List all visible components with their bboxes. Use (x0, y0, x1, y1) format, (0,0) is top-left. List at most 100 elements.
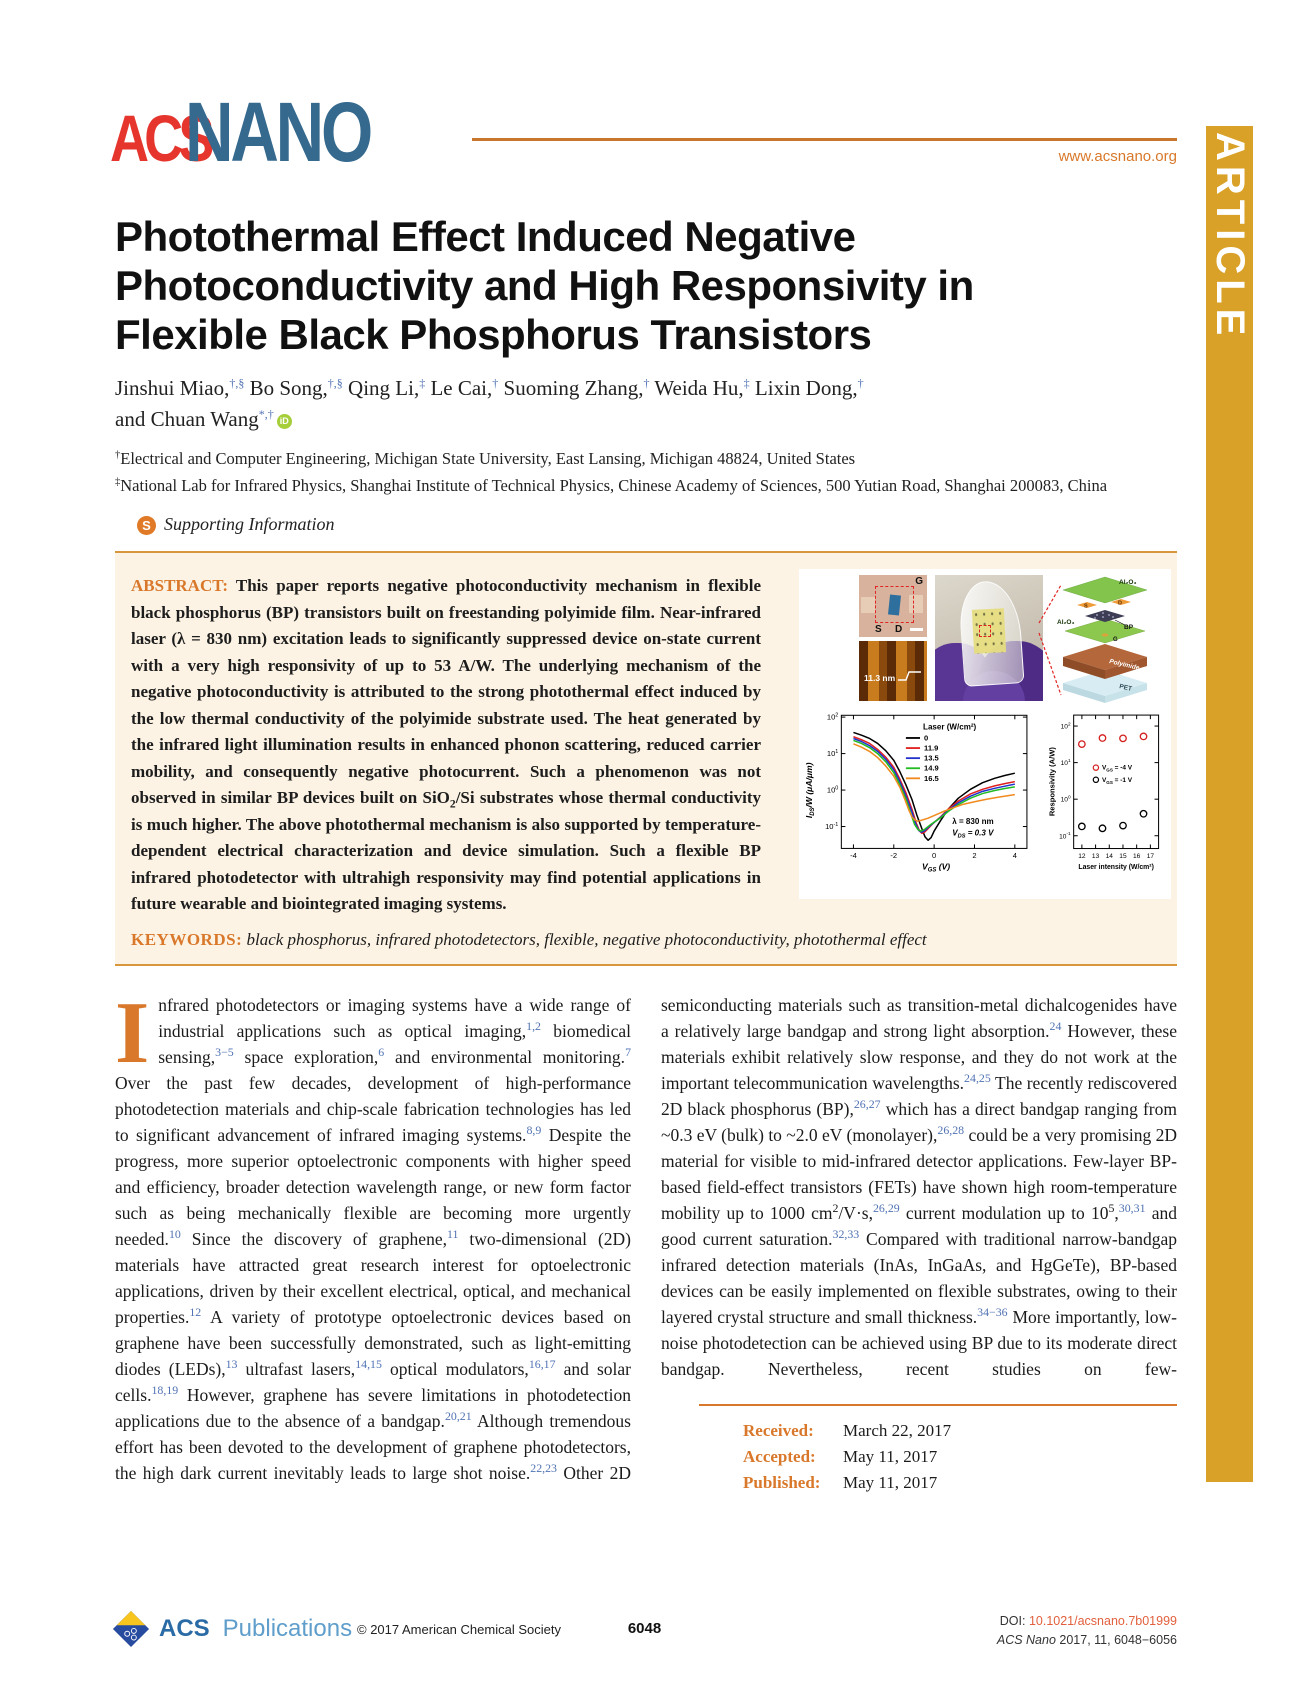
svg-text:14.9: 14.9 (924, 764, 939, 773)
drop-cap: I (115, 984, 150, 1082)
svg-text:Laser (W/cm²): Laser (W/cm²) (923, 722, 977, 731)
intro-column-2: semiconducting materials such as transit… (661, 992, 1177, 1497)
device-micrograph-image: G S D (859, 575, 927, 638)
supporting-information-link[interactable]: S Supporting Information (115, 514, 1177, 536)
author-list-line1: Jinshui Miao,†,§ Bo Song,†,§ Qing Li,‡ L… (115, 373, 1177, 403)
flexible-device-photo (935, 575, 1043, 702)
reference-link[interactable]: 13 (225, 1356, 238, 1371)
reference-link[interactable]: 30,31 (1118, 1200, 1146, 1215)
reference-link[interactable]: 18,19 (151, 1382, 179, 1397)
article-banner-label: ARTICLE (1208, 132, 1252, 341)
reference-link[interactable]: 26,29 (872, 1200, 900, 1215)
author-affiliation-marker: † (857, 376, 864, 391)
affiliation-item: †Electrical and Computer Engineering, Mi… (115, 449, 856, 469)
acs-publications-logo: ACS Publications (112, 1610, 352, 1648)
author-affiliation-marker: ‡ (743, 376, 750, 391)
doi-link[interactable]: 10.1021/acsnano.7b01999 (1028, 1614, 1177, 1628)
svg-text:15: 15 (1119, 853, 1127, 860)
date-label: Received: (743, 1420, 814, 1440)
reference-link[interactable]: 10 (168, 1226, 181, 1241)
reference-link[interactable]: 1,2 (526, 1018, 541, 1033)
reference-link[interactable]: 32,33 (832, 1226, 860, 1241)
reference-link[interactable]: 16,17 (528, 1356, 556, 1371)
footer-brand-acs: ACS (159, 1615, 210, 1642)
svg-text:13.5: 13.5 (924, 754, 939, 763)
abstract-body: This paper reports negative photoconduct… (131, 576, 761, 914)
drain-label: D (1118, 601, 1122, 607)
acs-nano-logo: ACSNANO (110, 84, 417, 181)
author-name: Lixin Dong, (749, 376, 858, 401)
reference-link[interactable]: 11 (446, 1226, 459, 1241)
top-oxide-label: Al₂O₃ (1119, 579, 1136, 586)
reference-link[interactable]: 7 (625, 1044, 632, 1059)
channel-label: BP (1124, 624, 1134, 631)
author-name: Bo Song, (244, 376, 328, 401)
keywords-heading: KEYWORDS: (131, 929, 243, 949)
svg-text:17: 17 (1147, 853, 1155, 860)
svg-text:VGS = -4 V: VGS = -4 V (1102, 765, 1133, 773)
bottom-oxide-label: Al₂O₃ (1057, 619, 1074, 626)
zoom-region-box (979, 625, 991, 638)
reference-link[interactable]: 12 (189, 1304, 202, 1319)
page-title: Photothermal Effect Induced Negative Pho… (115, 212, 1177, 359)
acs-logo-text: ACS (110, 101, 214, 175)
svg-text:0: 0 (924, 734, 928, 743)
svg-text:-4: -4 (850, 851, 857, 860)
journal-website-link[interactable]: www.acsnano.org (1058, 148, 1177, 165)
svg-text:10-1: 10-1 (825, 822, 838, 831)
abstract-text: ABSTRACT: This paper reports negative ph… (131, 573, 761, 918)
svg-text:λ = 830 nm: λ = 830 nm (952, 817, 993, 826)
reference-link[interactable]: 6 (378, 1044, 385, 1059)
abstract-heading: ABSTRACT: (131, 576, 228, 596)
supporting-information-icon: S (137, 516, 156, 536)
date-value: May 11, 2017 (843, 1473, 938, 1493)
svg-text:4: 4 (1013, 851, 1017, 860)
author-name: Suoming Zhang, (498, 376, 644, 401)
date-value: March 22, 2017 (843, 1420, 952, 1440)
gate-label: G (1113, 637, 1118, 643)
reference-link[interactable]: 24 (1049, 1018, 1062, 1033)
svg-text:101: 101 (1061, 758, 1071, 767)
intro-paragraph-1: nfrared photodetectors or imaging system… (115, 994, 632, 1483)
svg-text:100: 100 (827, 785, 838, 794)
reference-link[interactable]: 3−5 (215, 1044, 234, 1059)
article-dates-box: Received: March 22, 2017 Accepted: May 11, … (699, 1403, 1177, 1497)
date-row: Published: May 11, 2017 (743, 1470, 1177, 1496)
intro-paragraph-2: semiconducting materials such as transit… (661, 994, 1178, 1379)
keywords-line: KEYWORDS: black phosphorus, infrared pho… (131, 930, 1161, 950)
reference-link[interactable]: 14,15 (355, 1356, 382, 1371)
svg-text:100: 100 (1061, 795, 1071, 804)
author-affiliation-marker: †,§ (327, 376, 343, 391)
orcid-icon[interactable]: iD (276, 413, 292, 429)
thickness-label: 11.3 nm (864, 673, 896, 684)
svg-text:Laser intensity (W/cm²): Laser intensity (W/cm²) (1078, 864, 1153, 871)
reference-link[interactable]: 20,21 (444, 1408, 472, 1423)
title-line-3: Flexible Black Phosphorus Transistors (115, 311, 872, 359)
gate-label: G (915, 576, 923, 588)
masthead-rule (472, 138, 1177, 141)
drain-label: D (895, 624, 903, 636)
reference-link[interactable]: 26,28 (937, 1122, 965, 1137)
reference-link[interactable]: 34−36 (977, 1304, 1008, 1319)
reference-link[interactable]: 26,27 (853, 1096, 881, 1111)
author-name: Le Cai, (425, 376, 493, 401)
reference-link[interactable]: 24,25 (964, 1070, 991, 1085)
citation-details: 2017, 11, 6048−6056 (1055, 1632, 1177, 1647)
svg-text:101: 101 (827, 749, 838, 758)
electrode-pad (909, 595, 923, 614)
svg-text:VGS (V): VGS (V) (922, 862, 950, 874)
afm-image: 11.3 nm (859, 641, 927, 702)
citation-journal: ACS Nano (996, 1632, 1056, 1647)
svg-text:2: 2 (972, 851, 976, 860)
reference-link[interactable]: 8,9 (526, 1122, 542, 1137)
keywords-list: black phosphorus, infrared photodetector… (246, 929, 927, 949)
reference-link[interactable]: 22,23 (530, 1460, 558, 1475)
scale-bar (910, 628, 923, 632)
svg-text:16: 16 (1133, 853, 1141, 860)
author-affiliation-marker: † (643, 376, 650, 391)
base-label: PET (1119, 683, 1133, 693)
source-label: S (1084, 604, 1088, 610)
author-affiliation-marker: ‡ (419, 376, 426, 391)
footer-brand-publications: Publications (222, 1615, 353, 1642)
